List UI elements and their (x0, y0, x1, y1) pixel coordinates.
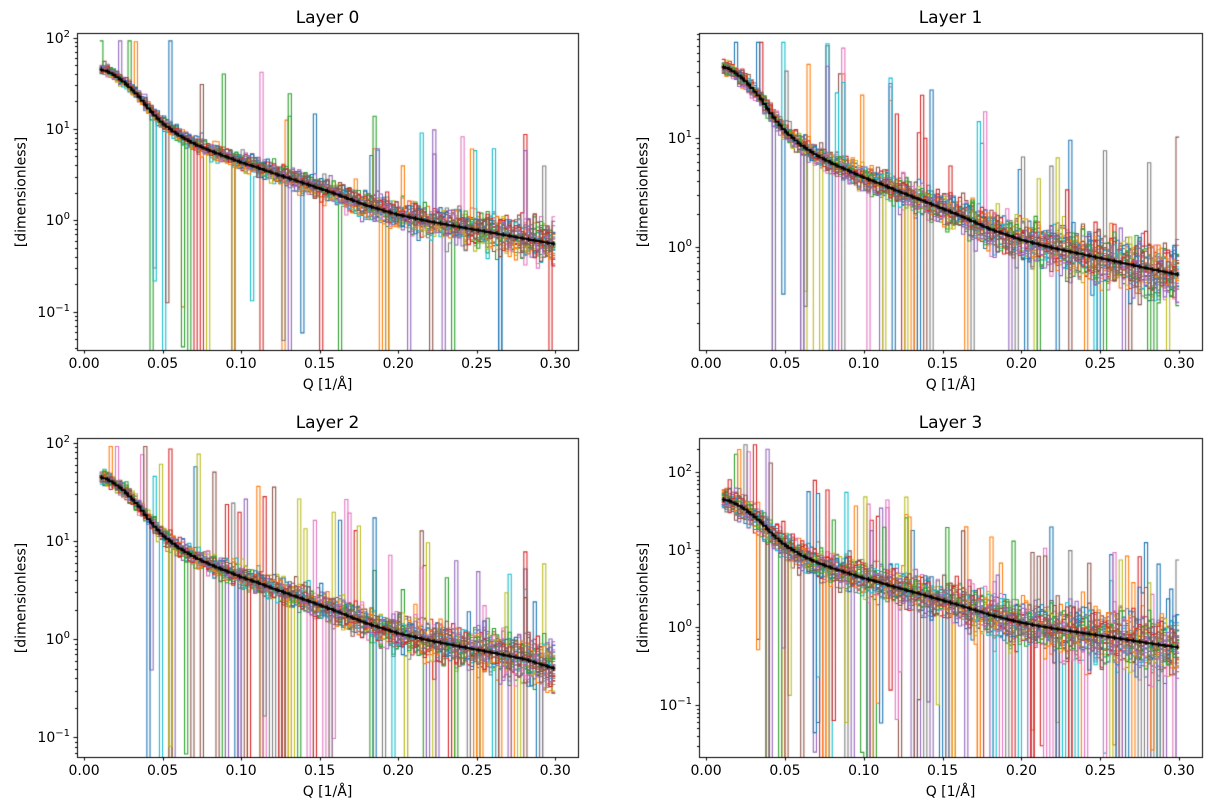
y-axis-label: [dimensionless] (635, 136, 652, 247)
y-tick-label: 10−1 (37, 728, 70, 747)
x-tick-label: 0.15 (304, 356, 336, 372)
y-tick-label: 100 (667, 237, 692, 256)
x-tick-label: 0.30 (539, 763, 571, 779)
plot-title: Layer 2 (295, 413, 360, 433)
x-tick-label: 0.30 (1163, 356, 1195, 372)
y-tick-label: 10−1 (37, 302, 70, 321)
x-tick-label: 0.25 (1084, 356, 1116, 372)
y-tick-label: 101 (667, 128, 692, 147)
x-tick-label: 0.25 (461, 356, 493, 372)
y-tick-label: 100 (45, 211, 70, 230)
x-axis-label: Q [1/Å] (302, 377, 353, 393)
x-tick-label: 0.05 (769, 356, 801, 372)
x-tick-label: 0.25 (461, 763, 493, 779)
x-tick-label: 0.05 (769, 763, 801, 779)
x-tick-label: 0.00 (690, 763, 722, 779)
y-axis-label: [dimensionless] (635, 542, 652, 653)
x-tick-label: 0.25 (1084, 763, 1116, 779)
x-tick-label: 0.05 (147, 763, 179, 779)
y-tick-label: 100 (667, 618, 692, 637)
y-axis-label: [dimensionless] (13, 542, 30, 653)
plot-title: Layer 3 (918, 413, 983, 433)
x-axis-label: Q [1/Å] (925, 377, 976, 393)
x-tick-label: 0.10 (848, 763, 880, 779)
x-tick-label: 0.30 (539, 356, 571, 372)
x-tick-label: 0.20 (382, 356, 414, 372)
x-axis-label: Q [1/Å] (302, 784, 353, 800)
y-tick-label: 102 (667, 463, 692, 481)
x-tick-label: 0.20 (382, 763, 414, 779)
y-tick-label: 10−1 (659, 696, 692, 714)
y-tick-label: 101 (45, 532, 70, 550)
y-tick-label: 102 (45, 434, 70, 452)
x-tick-label: 0.10 (225, 356, 257, 372)
x-axis-label: Q [1/Å] (925, 784, 976, 800)
x-tick-label: 0.20 (1005, 763, 1038, 779)
x-tick-label: 0.00 (68, 356, 100, 372)
x-tick-label: 0.20 (1005, 356, 1038, 372)
plot-title: Layer 0 (295, 8, 360, 28)
x-tick-label: 0.05 (147, 356, 179, 372)
plot-title: Layer 1 (918, 8, 983, 28)
x-tick-label: 0.15 (927, 356, 959, 372)
x-tick-label: 0.15 (927, 763, 959, 779)
y-tick-label: 102 (45, 28, 70, 47)
y-axis-label: [dimensionless] (13, 136, 30, 247)
x-tick-label: 0.30 (1163, 763, 1195, 779)
x-tick-label: 0.10 (848, 356, 880, 372)
x-tick-label: 0.10 (225, 763, 257, 779)
x-tick-label: 0.15 (304, 763, 336, 779)
y-tick-label: 101 (45, 120, 70, 138)
x-tick-label: 0.00 (690, 356, 722, 372)
y-tick-label: 101 (667, 540, 692, 559)
x-tick-label: 0.00 (68, 763, 100, 779)
y-tick-label: 100 (45, 630, 70, 649)
